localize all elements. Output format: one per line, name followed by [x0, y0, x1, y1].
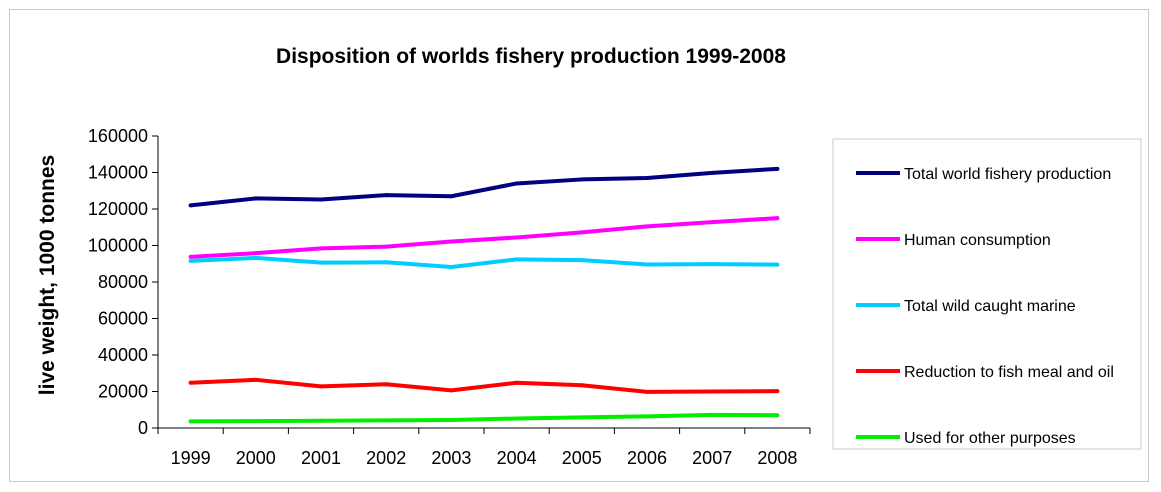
series-2-point [384, 244, 389, 249]
series-1-point [579, 177, 584, 182]
series-4-point [710, 389, 715, 394]
series-4-point [253, 377, 258, 382]
y-axis-label: live weight, 1000 tonnes [36, 155, 59, 395]
x-tick-label: 2007 [692, 448, 732, 468]
y-tick-label: 80000 [98, 272, 148, 292]
y-tick-label: 60000 [98, 309, 148, 329]
series-2-point [775, 216, 780, 221]
series-4-point [319, 384, 323, 389]
series-line-2 [190, 216, 778, 259]
series-2-point [514, 235, 519, 240]
series-line-5 [190, 412, 778, 424]
y-tick-label: 140000 [88, 163, 148, 183]
series-3-point [449, 265, 454, 270]
legend-label-2: Human consumption [904, 232, 1051, 249]
series-line-3 [190, 255, 778, 270]
series-1-point [188, 203, 193, 208]
series-1-point [384, 193, 389, 198]
chart-svg: Disposition of worlds fishery production… [36, 45, 1142, 468]
legend-label-4: Reduction to fish meal and oil [904, 364, 1114, 381]
y-tick-label: 160000 [88, 126, 148, 146]
series-3-point [253, 255, 258, 260]
series-1-point [319, 197, 323, 202]
y-tick-label: 0 [138, 418, 148, 438]
legend-label-5: Used for other purposes [904, 430, 1076, 447]
series-4-point [188, 380, 193, 385]
legend: Total world fishery production Human cons… [856, 166, 1114, 447]
series-4-point [514, 380, 519, 385]
series-1-point [449, 194, 454, 199]
series-5-point [253, 419, 258, 424]
x-tick-label: 2001 [301, 448, 341, 468]
series-1-point [710, 170, 715, 175]
series-1-point [645, 175, 649, 180]
series-2-point [710, 220, 715, 225]
series-5-point [384, 418, 389, 423]
series-3-point [775, 262, 780, 267]
series-5-point [319, 418, 323, 423]
x-tick-label: 1999 [171, 448, 211, 468]
series-4-point [775, 389, 780, 394]
series-4-point [645, 389, 649, 394]
series-5-point [449, 417, 454, 422]
series-2-point [579, 230, 584, 235]
series-5-point [775, 413, 780, 418]
x-tick-label: 2000 [236, 448, 276, 468]
x-tick-label: 2008 [757, 448, 797, 468]
series-3-point [384, 260, 389, 265]
series-3-point [319, 260, 323, 265]
series-4-point [449, 388, 454, 393]
series-5-point [710, 412, 715, 417]
series-2-point [319, 246, 323, 251]
y-tick-label: 20000 [98, 382, 148, 402]
series-1-point [514, 181, 519, 186]
series-3-point [514, 257, 519, 262]
series-1-point [775, 166, 780, 171]
series-5-point [645, 414, 649, 419]
series-5-point [514, 416, 519, 421]
series-2-point [253, 251, 258, 256]
series-4-point [384, 382, 389, 387]
series-2-point [645, 224, 649, 229]
x-tick-label: 2002 [366, 448, 406, 468]
x-tick-label: 2003 [431, 448, 471, 468]
x-tick-label: 2006 [627, 448, 667, 468]
legend-label-1: Total world fishery production [904, 166, 1111, 183]
series-3-point [579, 258, 584, 263]
legend-label-3: Total wild caught marine [904, 298, 1076, 315]
series-2-point [449, 239, 454, 244]
series-1-point [253, 196, 258, 201]
series-4-point [579, 383, 584, 388]
chart-title: Disposition of worlds fishery production… [276, 45, 786, 68]
series-3-point [710, 262, 715, 267]
x-tick-label: 2004 [497, 448, 537, 468]
y-tick-label: 120000 [88, 199, 148, 219]
series-5-point [579, 415, 584, 420]
chart-area: Disposition of worlds fishery production… [9, 9, 1149, 482]
series-5-point [188, 419, 193, 424]
series-3-point [645, 262, 649, 267]
series-line-1 [190, 166, 778, 208]
x-tick-label: 2005 [562, 448, 602, 468]
y-tick-label: 40000 [98, 345, 148, 365]
series-2-point [188, 254, 193, 259]
plot-layer: 0 20000 40000 60000 80000 100000 120000 140000 1… [88, 126, 811, 468]
series-3-point [188, 258, 193, 263]
series-line-4 [190, 377, 778, 394]
y-tick-label: 100000 [88, 236, 148, 256]
legend-box [832, 138, 1142, 450]
